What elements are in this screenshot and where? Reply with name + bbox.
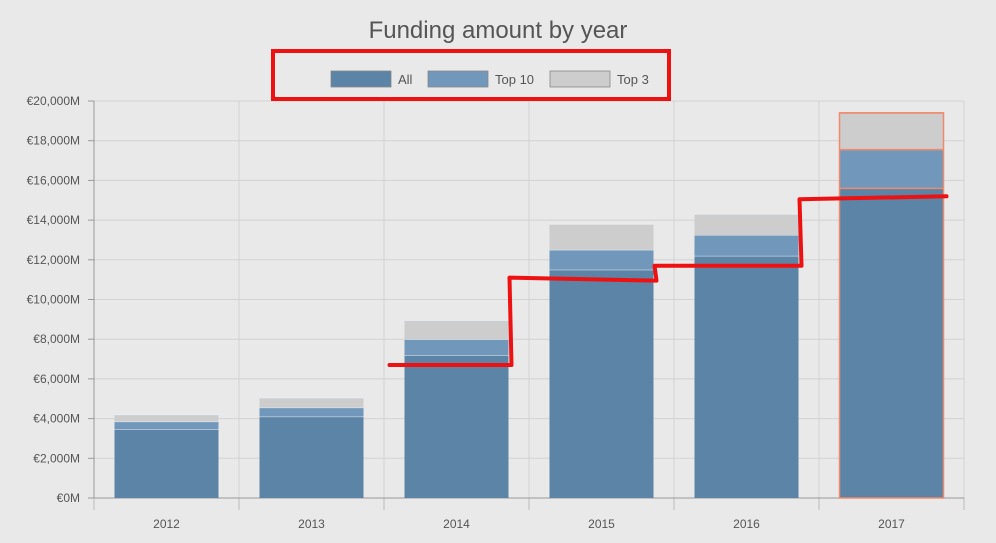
x-tick-label: 2014 (443, 517, 470, 531)
legend-swatch-top-10 (427, 70, 489, 88)
legend-label-top-10: Top 10 (495, 72, 534, 87)
bar-top-10 (694, 234, 799, 256)
bar-top-10 (114, 421, 219, 430)
y-tick-label: €0M (57, 491, 80, 505)
bar-top-3 (549, 224, 654, 250)
legend-label-all: All (398, 72, 413, 87)
y-tick-label: €4,000M (33, 412, 80, 426)
grid (93, 100, 965, 499)
bar-top-3 (404, 320, 509, 340)
x-tick-label: 2012 (153, 517, 180, 531)
y-tick-label: €2,000M (33, 451, 80, 465)
x-tick-label: 2016 (733, 517, 760, 531)
bar-top-10 (549, 249, 654, 270)
x-axis: 2012 2013 2014 2015 2016 2017 (93, 497, 965, 531)
bar-all (839, 188, 944, 498)
y-tick-label: €18,000M (27, 134, 80, 148)
legend-label-top-3: Top 3 (617, 72, 649, 87)
y-tick-label: €6,000M (33, 372, 80, 386)
bar-top-3 (694, 214, 799, 235)
legend-swatch-all (330, 70, 392, 88)
bar-top-10 (839, 149, 944, 189)
bar-top-3 (259, 397, 364, 408)
bar-all (259, 416, 364, 498)
x-tick-label: 2015 (588, 517, 615, 531)
bar-top-3 (839, 112, 944, 150)
bar-top-3 (114, 414, 219, 422)
bar-top-10 (259, 407, 364, 417)
trend-line (387, 194, 949, 368)
bar-top-10 (404, 339, 509, 356)
bar-all (549, 269, 654, 498)
y-tick-label: €14,000M (27, 213, 80, 227)
bars (114, 112, 945, 499)
trend-annotation (387, 194, 949, 368)
y-axis: €0M €2,000M €4,000M €6,000M €8,000M €10,000M €… (27, 94, 95, 505)
y-tick-label: €10,000M (27, 293, 80, 307)
chart-title: Funding amount by year (369, 17, 628, 44)
y-tick-label: €8,000M (33, 332, 80, 346)
y-tick-label: €16,000M (27, 173, 80, 187)
bar-all (114, 429, 219, 498)
bar-all (694, 255, 799, 498)
legend-highlight-box (271, 49, 671, 101)
y-tick-label: €12,000M (27, 253, 80, 267)
legend-swatch-top-3 (549, 70, 611, 88)
x-tick-label: 2017 (878, 517, 905, 531)
y-tick-label: €20,000M (27, 94, 80, 108)
x-tick-label: 2013 (298, 517, 325, 531)
bar-all (404, 355, 509, 498)
legend: All Top 10 Top 3 (271, 49, 671, 101)
